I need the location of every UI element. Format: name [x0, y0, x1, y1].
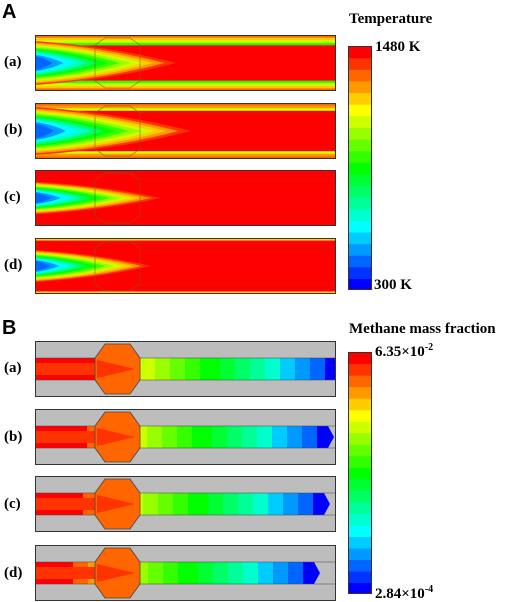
temperature-row-label-d: (d) [4, 257, 23, 273]
methane-row-label-d: (d) [4, 565, 23, 581]
temperature-colorbar-swatch [349, 185, 371, 198]
temperature-colorbar [348, 46, 372, 290]
temperature-colorbar-swatch [349, 57, 371, 70]
temperature-row-label-c: (c) [4, 189, 21, 205]
methane-colorbar-swatch [349, 490, 371, 503]
methane-contour-c [35, 476, 336, 532]
methane-colorbar-swatch [349, 363, 371, 376]
temperature-colorbar-swatch [349, 162, 371, 175]
methane-colorbar-swatch [349, 455, 371, 468]
temperature-isoband [35, 123, 54, 139]
methane-colorbar-max-label: 6.35×10-2 [375, 342, 434, 360]
temperature-colorbar-swatch [349, 46, 371, 59]
temperature-colorbar-swatch [349, 80, 371, 94]
methane-colorbar-swatch [349, 386, 371, 399]
temperature-colorbar-swatch [349, 173, 371, 187]
methane-contour-a [35, 341, 336, 397]
temperature-contour-d [35, 238, 336, 294]
temperature-colorbar-swatch [349, 104, 371, 117]
temperature-colorbar-swatch [349, 127, 371, 140]
temperature-contour-a [35, 35, 336, 91]
methane-colorbar-swatch [349, 501, 371, 514]
temperature-row-label-b: (b) [4, 122, 23, 138]
temperature-colorbar-swatch [349, 208, 371, 221]
temperature-colorbar-swatch [349, 138, 371, 152]
methane-contour-b [35, 409, 336, 465]
methane-colorbar [348, 352, 372, 594]
methane-row-label-a: (a) [4, 360, 22, 376]
methane-isoband [325, 358, 336, 380]
panel-b-letter: B [2, 317, 17, 339]
methane-isoband [303, 562, 320, 584]
temperature-colorbar-swatch [349, 220, 371, 233]
temperature-colorbar-swatch [349, 255, 371, 268]
methane-isoband [200, 358, 226, 380]
temperature-colorbar-swatch [349, 231, 371, 245]
methane-row-label-c: (c) [4, 496, 21, 512]
methane-colorbar-swatch [349, 375, 371, 388]
temperature-colorbar-swatch [349, 266, 371, 279]
methane-colorbar-swatch [349, 398, 371, 411]
methane-colorbar-min-label: 2.84×10-4 [375, 584, 434, 602]
temperature-colorbar-swatch [349, 69, 371, 82]
temperature-colorbar-min-label: 300 K [374, 277, 412, 293]
methane-colorbar-swatch [349, 444, 371, 457]
methane-colorbar-swatch [349, 513, 371, 526]
temperature-isoband [35, 261, 51, 271]
methane-row-label-b: (b) [4, 429, 23, 445]
temperature-isoband [35, 56, 53, 70]
methane-colorbar-swatch [349, 432, 371, 445]
temperature-colorbar-swatch [349, 150, 371, 163]
methane-colorbar-swatch [349, 570, 371, 584]
methane-isoband [192, 426, 218, 448]
methane-colorbar-swatch [349, 478, 371, 491]
methane-colorbar-swatch [349, 524, 371, 537]
methane-colorbar-swatch [349, 559, 371, 572]
methane-colorbar-swatch [349, 421, 371, 434]
methane-colorbar-title: Methane mass fraction [349, 321, 496, 337]
temperature-colorbar-swatch [349, 197, 371, 210]
temperature-colorbar-swatch [349, 243, 371, 256]
temperature-contour-c [35, 170, 336, 226]
methane-isoband [313, 493, 330, 515]
methane-contour-d [35, 545, 336, 601]
temperature-isoband [35, 192, 51, 204]
methane-colorbar-swatch [349, 547, 371, 561]
temperature-colorbar-swatch [349, 115, 371, 128]
methane-colorbar-swatch [349, 467, 371, 480]
temperature-colorbar-title: Temperature [349, 11, 433, 27]
panel-a-letter: A [2, 1, 17, 23]
methane-isoband [188, 493, 214, 515]
temperature-colorbar-swatch [349, 278, 371, 290]
methane-isoband [178, 562, 204, 584]
temperature-colorbar-max-label: 1480 K [375, 39, 421, 55]
temperature-contour-b [35, 103, 336, 159]
methane-colorbar-swatch [349, 409, 371, 422]
methane-colorbar-swatch [349, 582, 371, 594]
methane-colorbar-swatch [349, 352, 371, 365]
methane-isoband [317, 426, 334, 448]
temperature-colorbar-swatch [349, 92, 371, 105]
methane-colorbar-swatch [349, 536, 371, 549]
temperature-row-label-a: (a) [4, 54, 22, 70]
